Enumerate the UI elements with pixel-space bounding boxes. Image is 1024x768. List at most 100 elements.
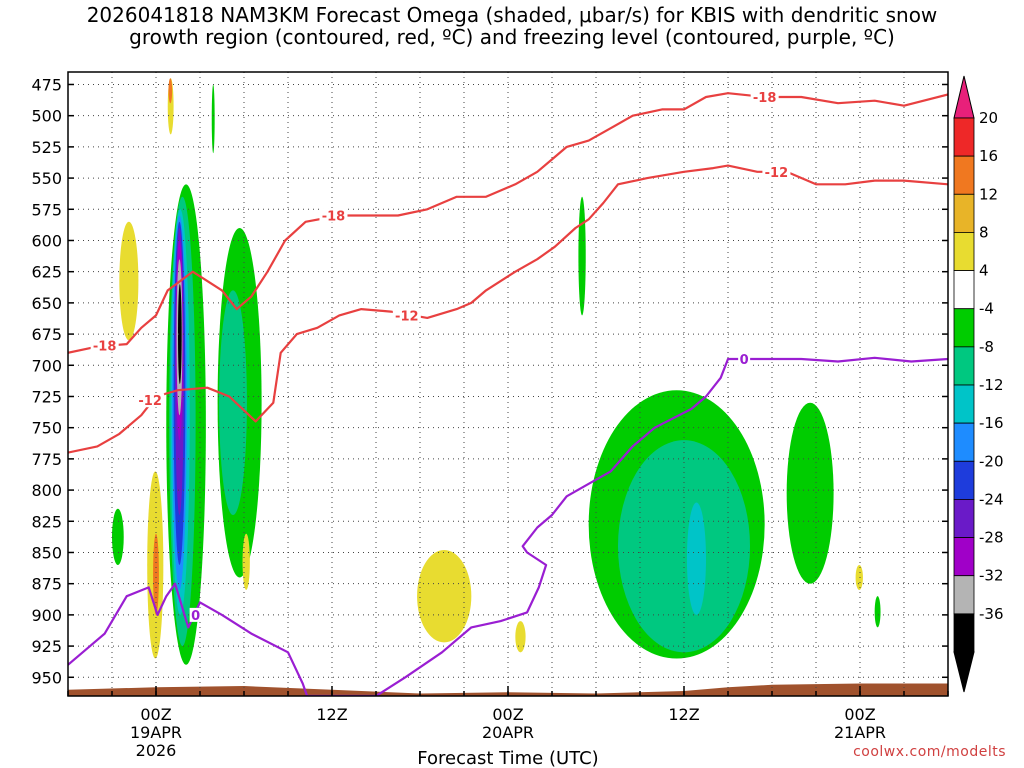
omega-region-12 bbox=[168, 78, 173, 104]
omega-region-14 bbox=[112, 508, 124, 565]
omega-region-19 bbox=[417, 549, 472, 643]
x-axis-label: Forecast Time (UTC) bbox=[417, 748, 598, 768]
y-tick-label-675: 675 bbox=[31, 325, 62, 344]
colorbar-segment-9 bbox=[953, 460, 975, 500]
colorbar-label-2: 12 bbox=[979, 185, 998, 203]
contour-label-1-1: -12 bbox=[395, 309, 419, 324]
x-tick-label-6-1: 19APR bbox=[130, 723, 182, 742]
colorbar-label-8: -16 bbox=[979, 414, 1004, 432]
y-tick-label-800: 800 bbox=[31, 481, 62, 500]
colorbar-label-10: -24 bbox=[979, 490, 1004, 508]
contour-line-0 bbox=[68, 92, 948, 354]
contour-label-bg-2-0 bbox=[189, 607, 202, 622]
y-tick-label-500: 500 bbox=[31, 107, 62, 126]
colorbar-label-0: 20 bbox=[979, 109, 998, 127]
colorbar-segment-11 bbox=[953, 537, 975, 577]
contour-label-bg-2-1 bbox=[738, 352, 751, 367]
omega-region-13 bbox=[119, 221, 139, 341]
colorbar: 20 16 12 8 4 -4 -8 -12 -16 -20 -24 -28 -32 -36 bbox=[953, 75, 1004, 693]
omega-region-10 bbox=[153, 533, 159, 615]
y-tick-label-850: 850 bbox=[31, 543, 62, 562]
y-tick-label-600: 600 bbox=[31, 231, 62, 250]
axes: 475 500 525 550 575 600 625 650 675 700 725 750 775 8… bbox=[31, 71, 949, 760]
colorbar-label-11: -28 bbox=[979, 529, 1004, 547]
x-tick-label-54-0: 00Z bbox=[844, 705, 875, 724]
colorbar-label-12: -32 bbox=[979, 567, 1004, 585]
contour-label-2-1: 0 bbox=[740, 353, 749, 368]
contour-label-0-2: -18 bbox=[753, 91, 777, 106]
y-tick-label-725: 725 bbox=[31, 387, 62, 406]
colorbar-top-arrow bbox=[953, 75, 975, 119]
contour-line-2 bbox=[68, 356, 948, 696]
colorbar-bottom-arrow bbox=[953, 651, 975, 693]
contour-label-bg-1-1 bbox=[392, 308, 421, 323]
colorbar-segment-4 bbox=[953, 270, 975, 310]
contour-label-1-0: -12 bbox=[138, 394, 162, 409]
y-tick-label-475: 475 bbox=[31, 75, 62, 94]
contour-label-bg-0-1 bbox=[319, 208, 348, 223]
colorbar-segment-10 bbox=[953, 499, 975, 538]
colorbar-segment-12 bbox=[953, 575, 975, 615]
contour-label-bg-0-0 bbox=[90, 338, 119, 353]
omega-region-27 bbox=[855, 564, 863, 590]
colorbar-segment-3 bbox=[953, 232, 975, 271]
x-tick-label-30-1: 20APR bbox=[482, 723, 534, 742]
contour-label-2-0: 0 bbox=[191, 609, 200, 624]
x-tick-label-6-2: 2026 bbox=[136, 741, 177, 760]
colorbar-segment-8 bbox=[953, 422, 975, 462]
omega-region-25 bbox=[786, 402, 834, 584]
x-tick-label-18-0: 12Z bbox=[316, 705, 347, 724]
colorbar-label-6: -8 bbox=[979, 338, 994, 356]
contours: -18 -18 -18 -12 -12 -12 0 0 bbox=[68, 89, 948, 696]
colorbar-label-7: -12 bbox=[979, 376, 1004, 394]
y-tick-label-950: 950 bbox=[31, 668, 62, 687]
omega-region-17 bbox=[219, 290, 247, 516]
omega-region-15 bbox=[211, 84, 215, 154]
chart-title: 2026041818 NAM3KM Forecast Omega (shaded… bbox=[86, 3, 938, 49]
omega-region-21 bbox=[578, 196, 586, 316]
y-tick-label-550: 550 bbox=[31, 169, 62, 188]
colorbar-label-13: -36 bbox=[979, 605, 1004, 623]
credit-text: coolwx.com/modelts bbox=[853, 744, 1006, 760]
y-tick-label-775: 775 bbox=[31, 450, 62, 469]
colorbar-segment-7 bbox=[953, 384, 975, 424]
contour-label-bg-0-2 bbox=[750, 89, 779, 104]
y-tick-label-650: 650 bbox=[31, 294, 62, 313]
omega-region-26 bbox=[874, 596, 881, 628]
y-tick-label-700: 700 bbox=[31, 356, 62, 375]
colorbar-label-1: 16 bbox=[979, 147, 998, 165]
contour-label-0-1: -18 bbox=[322, 210, 346, 225]
contour-label-1-2: -12 bbox=[765, 166, 789, 181]
y-tick-label-875: 875 bbox=[31, 575, 62, 594]
colorbar-label-3: 8 bbox=[979, 223, 989, 241]
contour-label-bg-1-0 bbox=[136, 393, 165, 408]
x-tick-label-42-0: 12Z bbox=[668, 705, 699, 724]
colorbar-segment-6 bbox=[953, 346, 975, 386]
colorbar-segment-5 bbox=[953, 308, 975, 348]
contour-line-1 bbox=[68, 164, 948, 454]
colorbar-segment-1 bbox=[953, 155, 975, 195]
colorbar-label-4: 4 bbox=[979, 262, 989, 280]
colorbar-segment-2 bbox=[953, 193, 975, 233]
omega-region-23 bbox=[618, 440, 750, 653]
omega-shading bbox=[112, 78, 881, 665]
x-tick-label-54-1: 21APR bbox=[834, 723, 886, 742]
omega-region-24 bbox=[686, 502, 706, 615]
y-tick-label-525: 525 bbox=[31, 138, 62, 157]
y-tick-label-625: 625 bbox=[31, 263, 62, 282]
y-tick-label-750: 750 bbox=[31, 419, 62, 438]
x-tick-label-30-0: 00Z bbox=[492, 705, 523, 724]
colorbar-label-5: -4 bbox=[979, 300, 994, 318]
omega-region-20 bbox=[515, 621, 526, 653]
colorbar-label-9: -20 bbox=[979, 452, 1004, 470]
contour-label-bg-1-2 bbox=[762, 164, 791, 179]
y-tick-label-925: 925 bbox=[31, 637, 62, 656]
y-tick-label-900: 900 bbox=[31, 606, 62, 625]
contour-label-0-0: -18 bbox=[93, 339, 117, 354]
colorbar-segment-13 bbox=[953, 613, 975, 653]
x-tick-label-6-0: 00Z bbox=[140, 705, 171, 724]
omega-region-8 bbox=[178, 284, 182, 384]
y-tick-label-825: 825 bbox=[31, 512, 62, 531]
colorbar-segment-0 bbox=[953, 117, 975, 157]
